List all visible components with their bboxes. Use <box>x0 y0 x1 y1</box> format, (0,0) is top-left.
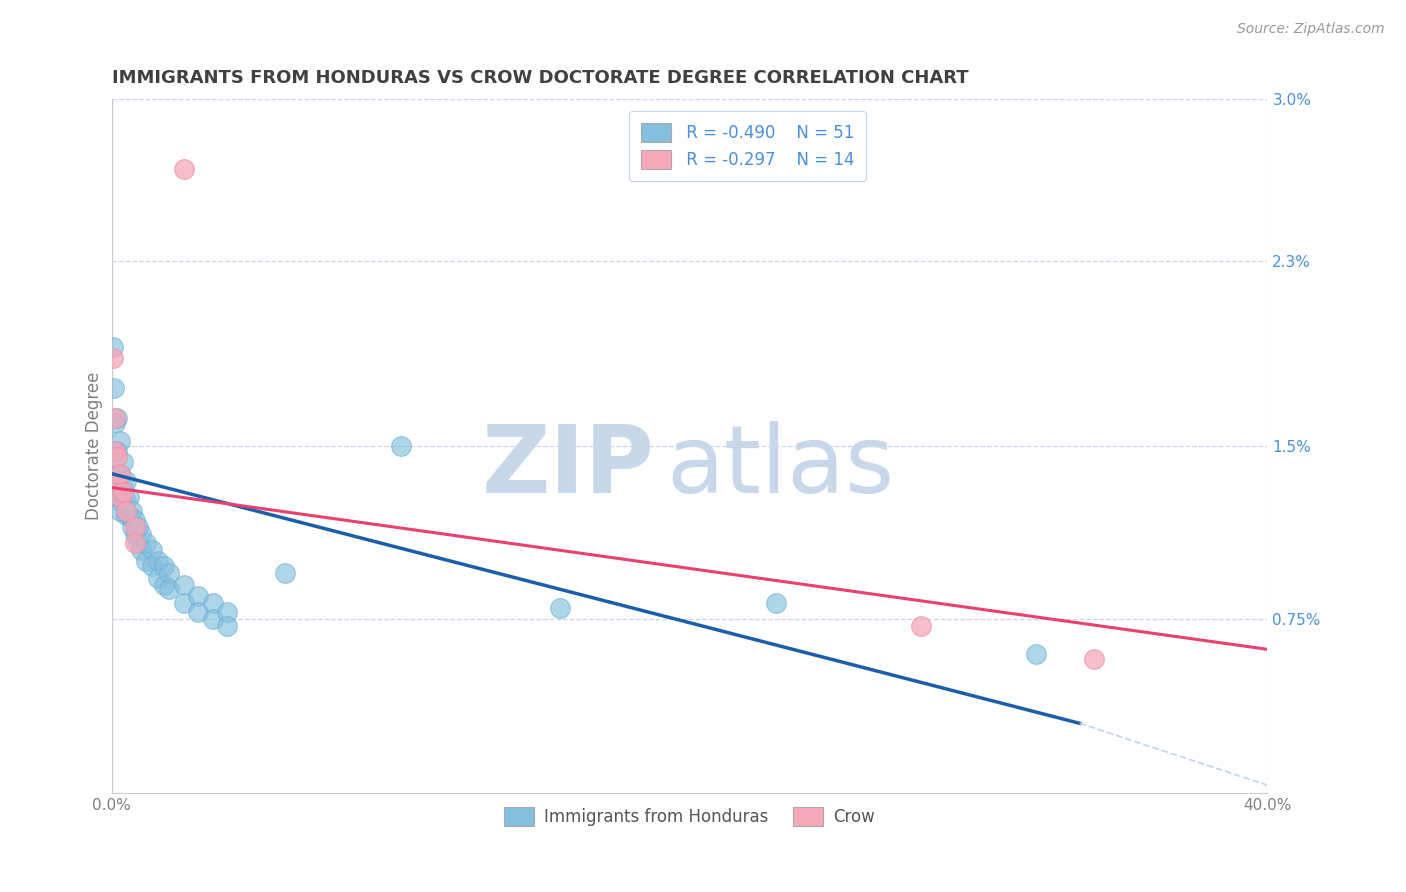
Point <box>217 605 239 619</box>
Point <box>112 455 135 469</box>
Point <box>107 450 129 465</box>
Point <box>173 596 195 610</box>
Point <box>118 508 141 523</box>
Text: Source: ZipAtlas.com: Source: ZipAtlas.com <box>1237 22 1385 37</box>
Point <box>124 536 146 550</box>
Point <box>152 577 174 591</box>
Point <box>146 554 169 568</box>
Point <box>124 513 146 527</box>
Point <box>152 559 174 574</box>
Text: atlas: atlas <box>666 421 894 513</box>
Point <box>127 536 149 550</box>
Y-axis label: Doctorate Degree: Doctorate Degree <box>86 372 103 520</box>
Point <box>110 434 132 449</box>
Point <box>274 566 297 580</box>
Point <box>146 571 169 585</box>
Point <box>910 619 932 633</box>
Point <box>548 600 571 615</box>
Point <box>103 381 125 395</box>
Point <box>101 351 124 365</box>
Point <box>124 520 146 534</box>
Point <box>129 526 152 541</box>
Point <box>110 490 132 504</box>
Legend: Immigrants from Honduras, Crow: Immigrants from Honduras, Crow <box>498 800 882 833</box>
Point <box>201 596 224 610</box>
Point <box>217 619 239 633</box>
Point <box>115 503 138 517</box>
Point <box>118 490 141 504</box>
Point <box>107 467 129 481</box>
Point <box>135 554 157 568</box>
Point <box>127 520 149 534</box>
Point <box>110 503 132 517</box>
Point <box>115 474 138 488</box>
Point <box>103 416 125 430</box>
Point <box>187 605 209 619</box>
Point <box>107 485 129 500</box>
Point <box>101 339 124 353</box>
Point <box>765 596 787 610</box>
Point <box>159 582 181 597</box>
Point <box>107 474 129 488</box>
Point <box>173 577 195 591</box>
Point <box>110 485 132 500</box>
Point <box>115 494 138 508</box>
Point <box>173 161 195 176</box>
Point <box>129 543 152 558</box>
Point <box>107 443 129 458</box>
Point <box>389 439 412 453</box>
Point <box>135 536 157 550</box>
Point <box>121 520 143 534</box>
Point <box>103 443 125 458</box>
Point <box>1083 651 1105 665</box>
Point <box>187 589 209 603</box>
Point <box>110 467 132 481</box>
Point <box>121 503 143 517</box>
Point <box>112 497 135 511</box>
Point <box>201 612 224 626</box>
Text: ZIP: ZIP <box>482 421 655 513</box>
Point <box>141 543 163 558</box>
Point <box>124 526 146 541</box>
Point <box>159 566 181 580</box>
Point <box>112 485 135 500</box>
Point <box>103 443 125 458</box>
Point <box>107 411 129 425</box>
Text: IMMIGRANTS FROM HONDURAS VS CROW DOCTORATE DEGREE CORRELATION CHART: IMMIGRANTS FROM HONDURAS VS CROW DOCTORA… <box>111 69 969 87</box>
Point <box>110 467 132 481</box>
Point <box>141 559 163 574</box>
Point <box>1025 647 1047 661</box>
Point <box>103 411 125 425</box>
Point <box>115 508 138 523</box>
Point <box>112 481 135 495</box>
